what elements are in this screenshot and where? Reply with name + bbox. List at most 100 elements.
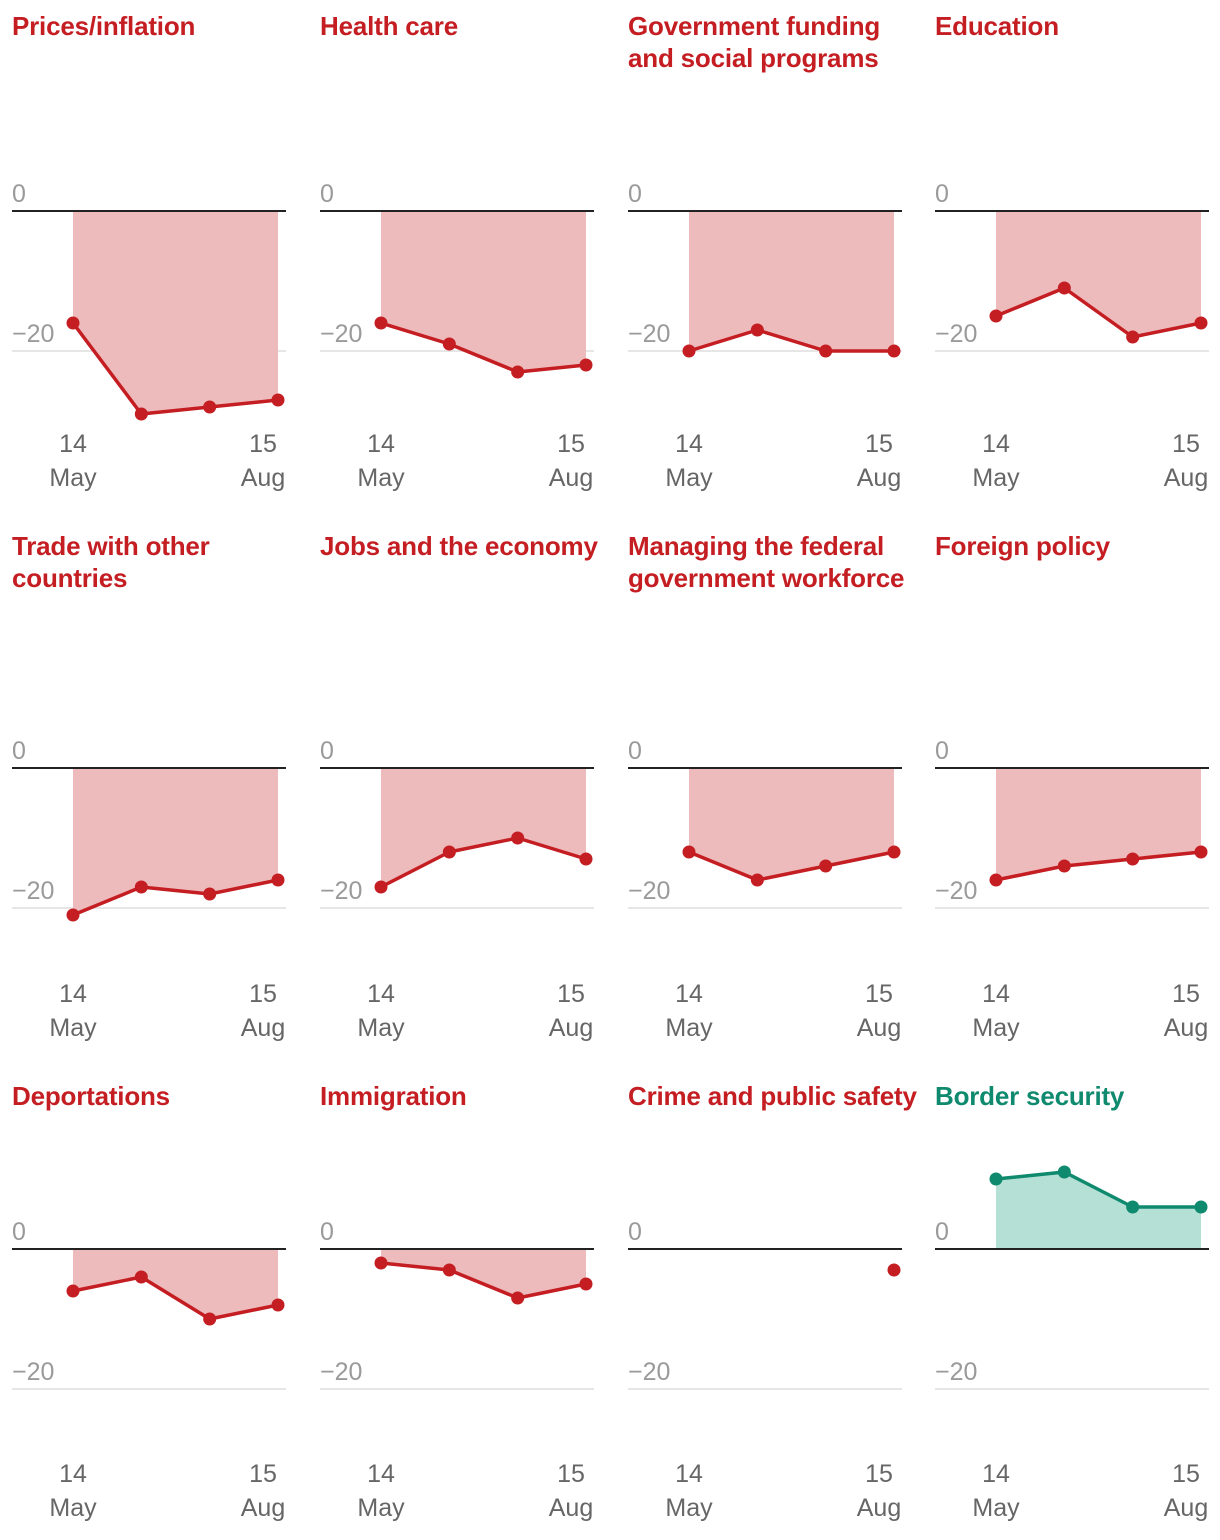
chart-title: Managing the federal government workforc…	[628, 531, 905, 593]
chart-plot-immigration: 0 −20 14 May 15 Aug	[320, 1218, 594, 1522]
x-tick-day: 15	[557, 1460, 585, 1488]
data-point	[511, 365, 525, 379]
data-point	[819, 344, 833, 358]
x-tick-day: 14	[367, 430, 395, 458]
data-point	[66, 908, 80, 922]
data-point	[134, 1270, 148, 1284]
chart-panel-trade-with-other-countries: Trade with other countries 0 −20 14 May 15 Aug	[12, 520, 312, 1060]
y-tick-label: 0	[320, 180, 334, 208]
chart-plot-managing-the-federal-government-workforce: 0 −20 14 May 15 Aug	[628, 737, 902, 1042]
data-point	[374, 1256, 388, 1270]
data-point	[750, 323, 764, 337]
chart-title: Crime and public safety	[628, 1081, 917, 1111]
x-tick-month: Aug	[857, 1014, 901, 1042]
chart-title: Prices/inflation	[12, 11, 196, 41]
data-point	[750, 873, 764, 887]
y-tick-label: 0	[320, 1218, 334, 1246]
area-fill	[381, 768, 586, 887]
y-tick-label: 0	[12, 1218, 26, 1246]
chart-plot-government-funding-and-social-programs: 0 −20 14 May 15 Aug	[628, 180, 902, 492]
chart-panel-jobs-and-the-economy: Jobs and the economy 0 −20 14 May 15 Aug	[320, 520, 620, 1060]
chart-title: Deportations	[12, 1081, 170, 1111]
chart-plot-deportations: 0 −20 14 May 15 Aug	[12, 1218, 286, 1522]
y-tick-label: −20	[12, 877, 54, 905]
data-point	[203, 400, 217, 414]
x-tick-month: Aug	[241, 464, 285, 492]
x-tick-month: May	[357, 1014, 405, 1042]
data-point	[511, 1291, 525, 1305]
x-tick-month: Aug	[1164, 464, 1208, 492]
series-line	[72, 878, 279, 917]
data-point	[1126, 330, 1140, 344]
series-line	[71, 321, 279, 416]
y-tick-label: −20	[12, 320, 54, 348]
area-fill	[996, 768, 1201, 880]
y-tick-label: 0	[12, 180, 26, 208]
data-point	[374, 316, 388, 330]
data-point	[134, 407, 148, 421]
x-tick-day: 15	[249, 430, 277, 458]
chart-plot-foreign-policy: 0 −20 14 May 15 Aug	[935, 737, 1209, 1042]
data-point	[271, 1298, 285, 1312]
x-tick-month: Aug	[549, 1014, 593, 1042]
data-point	[442, 1263, 456, 1277]
series-line	[995, 286, 1202, 339]
data-point	[682, 845, 696, 859]
y-tick-label: −20	[12, 1358, 54, 1386]
data-point	[442, 337, 456, 351]
area-fill	[996, 1172, 1201, 1249]
area-fill	[689, 211, 894, 351]
x-tick-day: 14	[675, 430, 703, 458]
data-point	[511, 831, 525, 845]
x-tick-day: 15	[1172, 980, 1200, 1008]
chart-plot-jobs-and-the-economy: 0 −20 14 May 15 Aug	[320, 737, 594, 1042]
x-tick-month: Aug	[241, 1014, 285, 1042]
data-point	[1194, 316, 1208, 330]
y-tick-label: 0	[935, 737, 949, 765]
data-point	[1194, 1200, 1208, 1214]
data-point	[1057, 1165, 1071, 1179]
data-point	[887, 845, 901, 859]
data-point	[374, 880, 388, 894]
data-point	[579, 358, 593, 372]
y-tick-label: 0	[628, 1218, 642, 1246]
x-tick-month: May	[49, 1014, 97, 1042]
y-tick-label: 0	[935, 180, 949, 208]
x-tick-month: May	[357, 464, 405, 492]
chart-plot-trade-with-other-countries: 0 −20 14 May 15 Aug	[12, 737, 286, 1042]
area-fill	[996, 211, 1201, 337]
data-point	[203, 887, 217, 901]
x-tick-month: May	[972, 1494, 1020, 1522]
chart-panel-crime-and-public-safety: Crime and public safety 0 −20 14 May 15 Aug	[628, 1070, 928, 1540]
y-tick-label: 0	[320, 737, 334, 765]
x-tick-day: 15	[865, 980, 893, 1008]
chart-panel-prices-inflation: Prices/inflation 0 −20 14 May 15 Aug	[12, 0, 312, 510]
x-tick-month: Aug	[857, 464, 901, 492]
data-point	[66, 1284, 80, 1298]
x-tick-month: Aug	[241, 1494, 285, 1522]
x-tick-month: Aug	[549, 1494, 593, 1522]
chart-title: Foreign policy	[935, 531, 1110, 561]
x-tick-month: May	[665, 1014, 713, 1042]
x-tick-day: 14	[59, 980, 87, 1008]
area-fill	[73, 1249, 278, 1319]
data-point	[66, 316, 80, 330]
series-line	[995, 1170, 1201, 1209]
y-tick-label: −20	[935, 1358, 977, 1386]
chart-panel-education: Education 0 −20 14 May 15 Aug	[935, 0, 1220, 510]
y-tick-label: −20	[935, 877, 977, 905]
y-tick-label: −20	[320, 1358, 362, 1386]
x-tick-month: May	[972, 1014, 1020, 1042]
x-tick-day: 15	[557, 980, 585, 1008]
chart-panel-border-security: Border security 0 −20 14 May 15 Aug	[935, 1070, 1220, 1540]
x-tick-day: 14	[982, 430, 1010, 458]
chart-panel-managing-the-federal-government-workforce: Managing the federal government workforc…	[628, 520, 928, 1060]
area-fill	[381, 211, 586, 372]
x-tick-day: 14	[367, 980, 395, 1008]
x-tick-month: May	[49, 1494, 97, 1522]
data-point	[442, 845, 456, 859]
data-point	[271, 393, 285, 407]
chart-plot-education: 0 −20 14 May 15 Aug	[935, 180, 1209, 492]
x-tick-day: 14	[982, 1460, 1010, 1488]
